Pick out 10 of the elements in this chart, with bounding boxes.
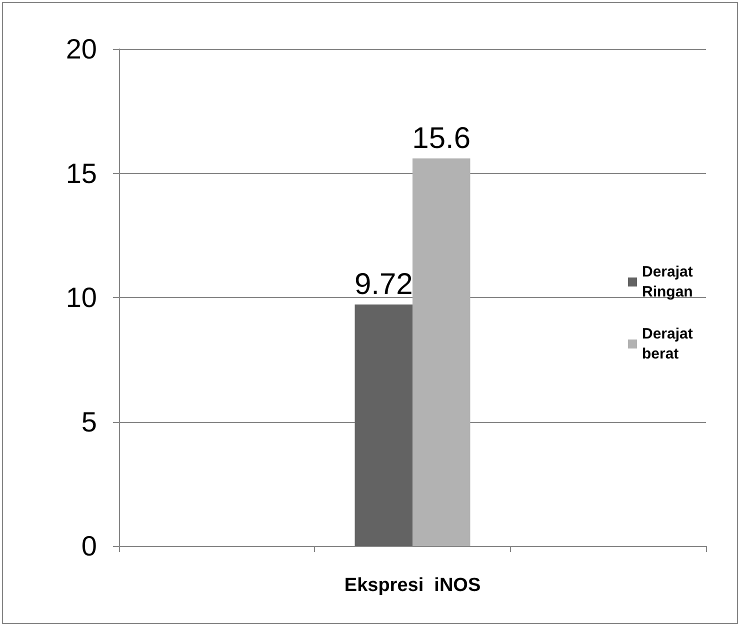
x-tick-label: Ekspresi iNOS	[344, 575, 481, 596]
y-tick-label: 10	[66, 282, 97, 313]
data-label: 15.6	[412, 122, 471, 155]
y-tick-label: 15	[66, 158, 97, 189]
data-label: 9.72	[354, 268, 413, 301]
y-tick-label: 20	[66, 34, 97, 64]
y-tick-label: 5	[81, 406, 97, 438]
legend-label: Derajat Ringan	[642, 264, 698, 300]
legend-label: Derajat berat	[642, 326, 698, 362]
y-tick-label: 0	[81, 530, 97, 562]
